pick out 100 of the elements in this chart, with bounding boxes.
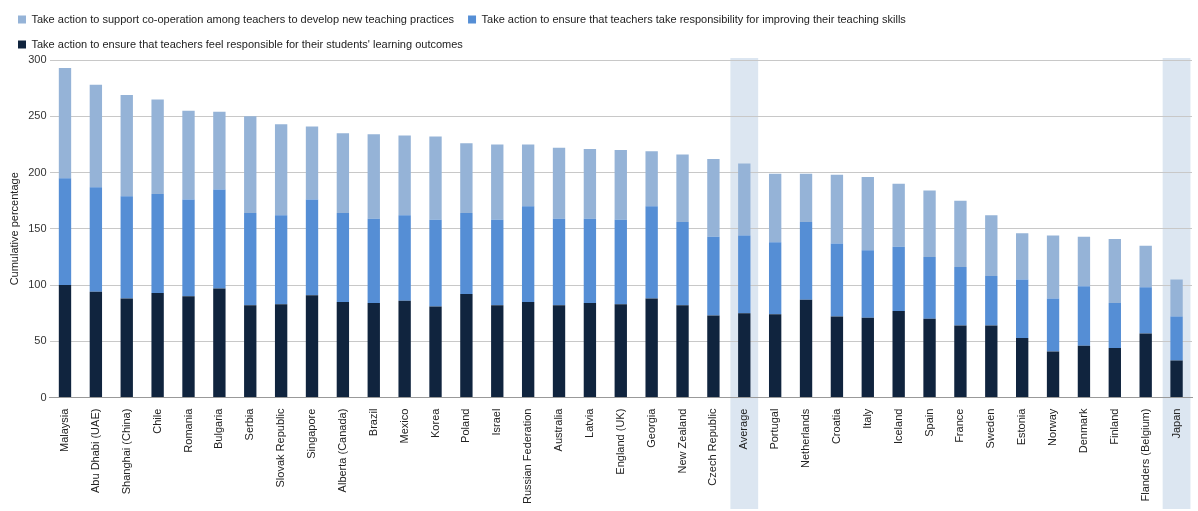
x-tick-label: Croatia (829, 407, 842, 445)
bar (583, 218, 597, 304)
bar (954, 325, 967, 398)
y-tick-label: 200 (28, 165, 47, 178)
bar (336, 133, 350, 214)
bar (1077, 236, 1091, 287)
x-tick-label: New Zealand (675, 408, 688, 474)
y-tick-label: 50 (34, 334, 47, 347)
bar (1016, 279, 1029, 338)
x-tick-label: Slovak Republic (274, 408, 287, 488)
x-tick-label: Australia (552, 407, 565, 452)
bar (336, 213, 350, 302)
x-tick-label: Czech Republic (706, 408, 719, 486)
bar (58, 67, 72, 179)
bar (1170, 360, 1183, 398)
bar (491, 144, 504, 220)
bar (552, 305, 566, 398)
x-tick-label: Netherlands (799, 408, 812, 468)
bar (552, 147, 566, 219)
x-tick-label: Latvia (582, 407, 595, 438)
x-tick-label: Iceland (891, 408, 904, 445)
y-tick-label: 0 (40, 390, 47, 403)
bar (738, 235, 751, 314)
bar (89, 84, 103, 188)
y-tick-label: 300 (28, 53, 47, 66)
bar (676, 305, 689, 398)
bar (429, 136, 442, 220)
x-tick-label: Poland (459, 408, 472, 443)
x-tick-label: Israel (490, 408, 503, 436)
bar (892, 183, 905, 247)
bar (151, 99, 164, 194)
bar (1077, 286, 1091, 346)
x-tick-label: Singapore (305, 408, 318, 459)
bar (583, 148, 597, 219)
bar (274, 215, 288, 305)
bar (120, 298, 133, 398)
bar (645, 151, 658, 207)
bar (738, 163, 751, 236)
legend-label: Take action to support co-operation among teachers to develop new teaching practices (31, 12, 455, 25)
bar (861, 317, 874, 398)
bar (954, 200, 967, 268)
bar (768, 314, 782, 398)
bar (1016, 337, 1029, 398)
bar (182, 296, 195, 398)
x-tick-label: Malaysia (58, 407, 71, 453)
x-tick-label: Brazil (366, 408, 379, 437)
bar (305, 126, 319, 200)
bar (58, 178, 72, 286)
bar (861, 250, 874, 318)
legend-label: Take action to ensure that teachers take responsibility for improving their teaching skills (481, 12, 907, 25)
x-tick-label: Romania (181, 407, 194, 453)
bar (707, 236, 720, 316)
bar (367, 303, 380, 398)
bar (676, 154, 689, 223)
bar (985, 276, 998, 326)
bar (274, 304, 288, 398)
x-tick-label: Spain (922, 408, 935, 437)
bar (89, 291, 103, 398)
bar (768, 173, 782, 243)
bar (676, 222, 689, 306)
bar (491, 305, 504, 398)
bar (768, 242, 782, 315)
bar (274, 124, 288, 216)
x-tick-label: Denmark (1076, 408, 1089, 454)
bar (1046, 235, 1060, 299)
bar (213, 288, 226, 398)
bar (460, 213, 473, 295)
x-tick-label: Average (737, 408, 750, 450)
y-axis-title: Cumulative percentage (7, 172, 20, 286)
x-tick-label: Portugal (768, 408, 781, 450)
bar (1046, 351, 1060, 398)
bar (244, 305, 257, 398)
y-tick-label: 150 (28, 221, 47, 234)
x-tick-label: France (953, 408, 966, 443)
bar (305, 295, 319, 398)
bar (1046, 298, 1060, 352)
bar (954, 267, 967, 326)
bar (336, 301, 350, 398)
y-tick-label: 250 (28, 109, 47, 122)
bar (1108, 303, 1121, 349)
x-tick-label: Korea (428, 407, 441, 438)
bar (923, 256, 936, 319)
x-tick-label: Abu Dhabi (UAE) (88, 408, 101, 493)
bar (244, 213, 257, 306)
bar (213, 189, 226, 289)
bar (120, 196, 133, 299)
x-tick-label: Sweden (984, 408, 997, 449)
x-tick-label: Norway (1046, 408, 1059, 446)
bar (645, 206, 658, 299)
bar (1139, 245, 1152, 288)
bar (892, 310, 905, 398)
bar (830, 174, 844, 244)
bar (799, 173, 813, 223)
bar (892, 246, 905, 311)
bar (398, 135, 411, 216)
bar (614, 304, 627, 398)
bar (799, 299, 813, 398)
x-tick-label: Georgia (644, 407, 657, 448)
bar (1108, 238, 1121, 304)
bar (367, 134, 380, 219)
